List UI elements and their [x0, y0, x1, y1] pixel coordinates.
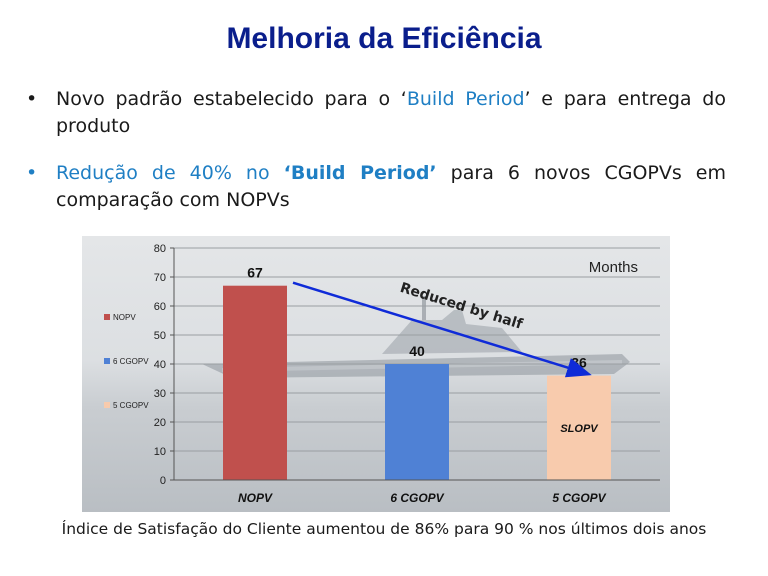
y-tick-label: 20: [154, 417, 166, 429]
y-tick-label: 0: [160, 475, 166, 487]
legend-swatch: [104, 358, 110, 364]
bullet-item-1: • Novo padrão estabelecido para o ‘Build…: [26, 86, 726, 140]
legend-entry: 6 CGOPV: [113, 357, 149, 366]
legend-swatch: [104, 402, 110, 408]
legend-entry: 5 CGOPV: [113, 401, 149, 410]
y-axis-ticks: 0 10 20 30 40 50 60 70 80: [154, 243, 175, 487]
bullet1-build-period: Build Period: [406, 88, 525, 110]
slide-title: Melhoria da Eficiência: [226, 22, 542, 55]
x-tick-label: 5 CGOPV: [552, 491, 606, 505]
bar-inner-label: SLOPV: [560, 423, 599, 435]
bullet-marker: •: [26, 162, 38, 184]
x-axis-labels: NOPV 6 CGOPV 5 CGOPV: [174, 479, 660, 505]
y-tick-label: 30: [154, 388, 166, 400]
data-label: 67: [247, 265, 263, 281]
bullet-item-2: • Redução de 40% no ‘Build Period’ para …: [26, 160, 726, 214]
bullet-marker: •: [26, 88, 38, 110]
bar-nopv: [223, 285, 287, 480]
legend-entry: NOPV: [113, 313, 136, 322]
unit-label: Months: [589, 259, 638, 276]
y-tick-label: 10: [154, 446, 166, 458]
y-tick-label: 80: [154, 243, 166, 255]
bar-5-cgopv: [547, 375, 611, 480]
legend: NOPV 6 CGOPV 5 CGOPV: [104, 313, 149, 410]
y-tick-label: 60: [154, 301, 166, 313]
legend-swatch: [104, 314, 110, 320]
bullet2-text-a: Redução de 40% no: [56, 162, 284, 184]
bullet1-text-a: Novo padrão estabelecido para o ‘: [56, 88, 407, 110]
footer-note: Índice de Satisfação do Cliente aumentou…: [61, 520, 707, 538]
y-tick-label: 70: [154, 272, 166, 284]
bullet2-text-b: para 6 novos CGOPVs em comparação com NO…: [56, 162, 726, 211]
x-tick-label: NOPV: [238, 491, 273, 505]
bar-6-cgopv: [385, 364, 449, 480]
y-tick-label: 40: [154, 359, 166, 371]
y-tick-label: 50: [154, 330, 166, 342]
bullet2-build-period: ‘Build Period’: [283, 162, 437, 184]
data-label: 40: [409, 343, 425, 359]
reduction-arrow: [292, 281, 592, 378]
x-tick-label: 6 CGOPV: [390, 491, 444, 505]
bullet1-text-b: ’ e para entrega do produto: [56, 88, 726, 137]
